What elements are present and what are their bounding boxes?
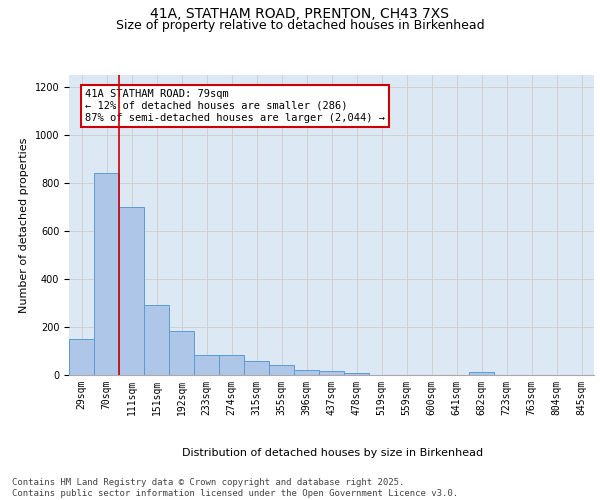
Text: Contains HM Land Registry data © Crown copyright and database right 2025.
Contai: Contains HM Land Registry data © Crown c… <box>12 478 458 498</box>
Bar <box>219 356 244 375</box>
Y-axis label: Number of detached properties: Number of detached properties <box>19 138 29 312</box>
Bar <box>69 339 94 375</box>
Text: 41A, STATHAM ROAD, PRENTON, CH43 7XS: 41A, STATHAM ROAD, PRENTON, CH43 7XS <box>151 8 449 22</box>
Bar <box>169 330 194 375</box>
Text: Distribution of detached houses by size in Birkenhead: Distribution of detached houses by size … <box>182 448 484 458</box>
Bar <box>269 365 294 375</box>
Bar <box>319 372 344 375</box>
Bar <box>94 174 119 375</box>
Bar <box>294 370 319 375</box>
Bar <box>119 207 144 375</box>
Text: 41A STATHAM ROAD: 79sqm
← 12% of detached houses are smaller (286)
87% of semi-d: 41A STATHAM ROAD: 79sqm ← 12% of detache… <box>85 90 385 122</box>
Bar <box>344 373 369 375</box>
Bar <box>469 372 494 375</box>
Text: Size of property relative to detached houses in Birkenhead: Size of property relative to detached ho… <box>116 19 484 32</box>
Bar <box>144 306 169 375</box>
Bar <box>244 361 269 375</box>
Bar <box>194 356 219 375</box>
